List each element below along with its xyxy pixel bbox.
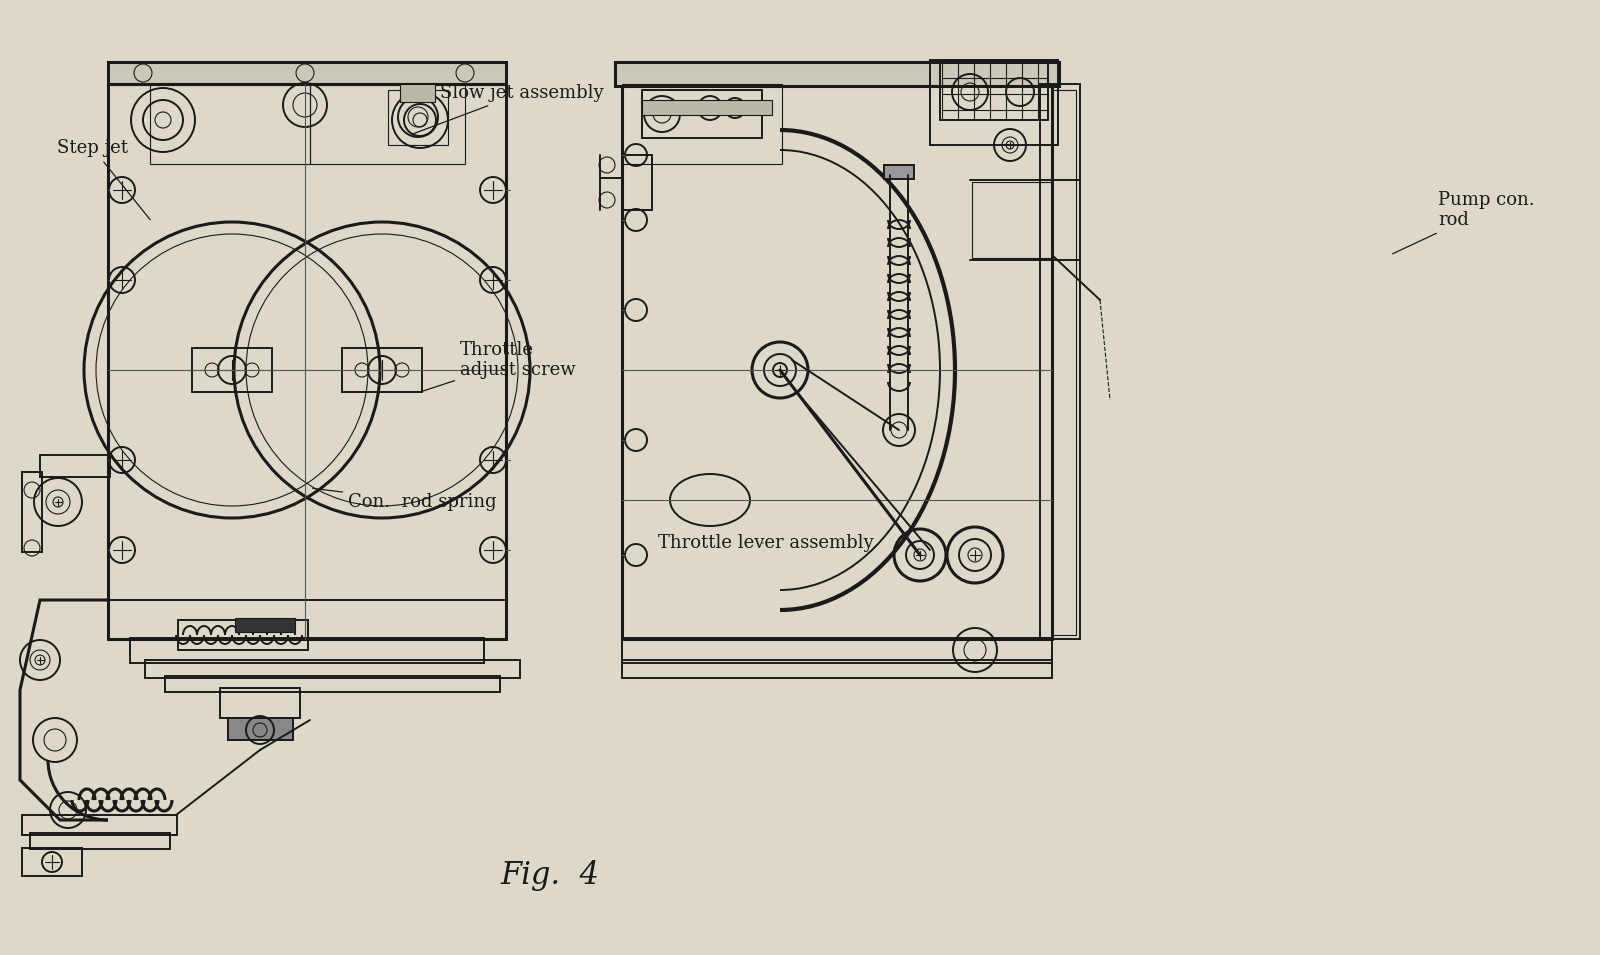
Text: Step jet: Step jet: [58, 139, 150, 220]
Bar: [150, 84, 310, 164]
Bar: [178, 620, 307, 650]
Bar: [622, 660, 1053, 678]
Bar: [235, 618, 294, 632]
Bar: [941, 60, 1048, 120]
Bar: [614, 62, 1059, 86]
Bar: [1040, 84, 1080, 639]
Text: Throttle
adjust screw: Throttle adjust screw: [422, 341, 576, 392]
Bar: [342, 348, 422, 392]
Bar: [192, 348, 272, 392]
Bar: [614, 62, 1059, 86]
Bar: [387, 90, 448, 145]
Bar: [109, 62, 506, 84]
Bar: [622, 638, 1053, 663]
Bar: [229, 718, 293, 740]
Bar: [165, 676, 499, 692]
Bar: [109, 84, 506, 639]
Bar: [622, 84, 1053, 639]
Bar: [22, 848, 82, 876]
Text: Pump con.
rod: Pump con. rod: [1392, 191, 1534, 254]
Bar: [642, 100, 771, 115]
Bar: [22, 815, 178, 835]
Bar: [400, 84, 435, 102]
Bar: [30, 833, 170, 849]
Bar: [622, 155, 653, 210]
Text: Con.  rod spring: Con. rod spring: [312, 488, 496, 511]
Bar: [642, 90, 762, 138]
Bar: [973, 182, 1053, 258]
Bar: [146, 660, 520, 678]
Bar: [883, 165, 914, 179]
Text: Fig.  4: Fig. 4: [501, 860, 600, 890]
Bar: [1053, 90, 1075, 635]
Text: Slow jet assembly: Slow jet assembly: [413, 84, 603, 134]
Text: Throttle lever assembly: Throttle lever assembly: [658, 534, 874, 552]
Bar: [130, 638, 483, 663]
Bar: [109, 62, 506, 84]
Bar: [930, 60, 1058, 145]
Bar: [221, 688, 301, 718]
Bar: [310, 84, 466, 164]
Bar: [109, 600, 506, 640]
Bar: [22, 472, 42, 552]
Bar: [622, 84, 782, 164]
Bar: [40, 455, 110, 477]
